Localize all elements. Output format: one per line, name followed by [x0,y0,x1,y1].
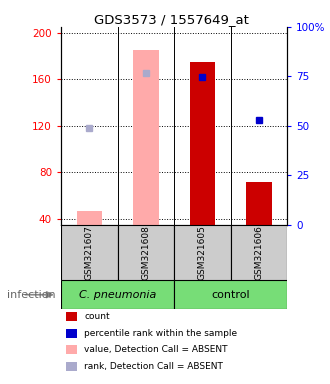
Text: percentile rank within the sample: percentile rank within the sample [84,329,237,338]
Bar [133,50,158,225]
Text: GSM321607: GSM321607 [85,225,94,280]
Text: GDS3573 / 1557649_at: GDS3573 / 1557649_at [94,13,249,26]
Bar [117,225,174,280]
Text: C. pneumonia: C. pneumonia [79,290,156,300]
Bar [231,225,287,280]
Text: infection: infection [7,290,55,300]
Bar [246,182,272,225]
Bar [77,211,102,225]
Text: GSM321606: GSM321606 [254,225,263,280]
Bar [174,225,231,280]
Bar [61,225,117,280]
Text: control: control [211,290,250,300]
Text: GSM321605: GSM321605 [198,225,207,280]
Bar [174,280,287,309]
Text: GSM321608: GSM321608 [141,225,150,280]
Bar [61,280,174,309]
Text: count: count [84,312,110,321]
Text: value, Detection Call = ABSENT: value, Detection Call = ABSENT [84,345,228,354]
Bar [190,62,215,225]
Text: rank, Detection Call = ABSENT: rank, Detection Call = ABSENT [84,362,223,371]
